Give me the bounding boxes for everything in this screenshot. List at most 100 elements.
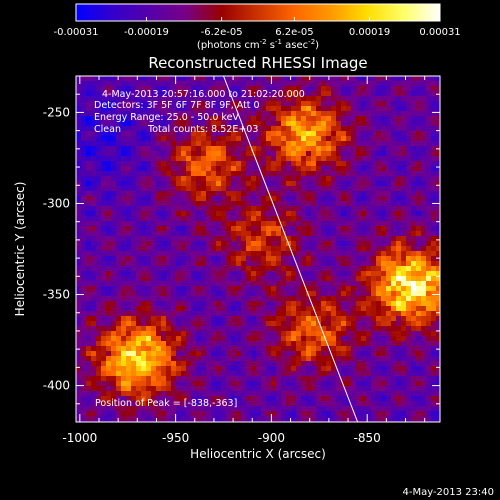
heatmap-cell: [376, 86, 382, 92]
heatmap-cell: [111, 101, 117, 107]
heatmap-cell: [256, 326, 262, 332]
heatmap-cell: [201, 86, 207, 92]
heatmap-cell: [416, 131, 422, 137]
heatmap-cell: [391, 131, 397, 137]
heatmap-cell: [371, 241, 377, 247]
heatmap-cell: [231, 176, 237, 182]
heatmap-cell: [206, 191, 212, 197]
heatmap-cell: [81, 406, 87, 412]
heatmap-cell: [396, 341, 402, 347]
heatmap-cell: [211, 156, 217, 162]
heatmap-cell: [356, 171, 362, 177]
heatmap-cell: [196, 276, 202, 282]
heatmap-cell: [221, 171, 227, 177]
heatmap-cell: [296, 111, 302, 117]
heatmap-cell: [236, 141, 242, 147]
heatmap-cell: [181, 371, 187, 377]
heatmap-cell: [106, 211, 112, 217]
heatmap-cell: [391, 256, 397, 262]
heatmap-cell: [76, 326, 82, 332]
heatmap-cell: [146, 406, 152, 412]
heatmap-cell: [416, 411, 422, 417]
heatmap-cell: [216, 186, 222, 192]
heatmap-cell: [311, 361, 317, 367]
heatmap-cell: [311, 176, 317, 182]
heatmap-cell: [126, 126, 132, 132]
heatmap-cell: [211, 176, 217, 182]
heatmap-cell: [131, 176, 137, 182]
heatmap-cell: [241, 196, 247, 202]
heatmap-cell: [306, 336, 312, 342]
heatmap-cell: [131, 281, 137, 287]
heatmap-cell: [306, 296, 312, 302]
heatmap-cell: [426, 351, 432, 357]
heatmap-cell: [226, 116, 232, 122]
heatmap-cell: [366, 111, 372, 117]
heatmap-cell: [211, 411, 217, 417]
heatmap-cell: [221, 161, 227, 167]
heatmap-cell: [401, 331, 407, 337]
heatmap-cell: [366, 316, 372, 322]
heatmap-cell: [151, 151, 157, 157]
heatmap-cell: [361, 281, 367, 287]
heatmap-cell: [151, 376, 157, 382]
heatmap-cell: [126, 91, 132, 97]
heatmap-cell: [416, 376, 422, 382]
heatmap-cell: [131, 396, 137, 402]
heatmap-cell: [141, 276, 147, 282]
heatmap-cell: [391, 191, 397, 197]
heatmap-cell: [386, 266, 392, 272]
heatmap-cell: [376, 146, 382, 152]
heatmap-cell: [221, 261, 227, 267]
heatmap-cell: [76, 416, 82, 422]
heatmap-cell: [166, 286, 172, 292]
heatmap-cell: [411, 206, 417, 212]
heatmap-cell: [221, 361, 227, 367]
heatmap-cell: [236, 376, 242, 382]
heatmap-cell: [286, 76, 292, 82]
heatmap-cell: [331, 166, 337, 172]
heatmap-cell: [346, 276, 352, 282]
heatmap-cell: [296, 301, 302, 307]
heatmap-cell: [321, 296, 327, 302]
heatmap-cell: [356, 326, 362, 332]
heatmap-cell: [276, 101, 282, 107]
heatmap-cell: [221, 376, 227, 382]
heatmap-cell: [376, 291, 382, 297]
heatmap-cell: [216, 91, 222, 97]
heatmap-cell: [421, 146, 427, 152]
heatmap-cell: [321, 111, 327, 117]
heatmap-cell: [206, 276, 212, 282]
heatmap-cell: [311, 401, 317, 407]
heatmap-cell: [336, 321, 342, 327]
heatmap-cell: [81, 116, 87, 122]
heatmap-cell: [206, 391, 212, 397]
heatmap-cell: [171, 286, 177, 292]
heatmap-cell: [321, 391, 327, 397]
heatmap-cell: [336, 401, 342, 407]
heatmap-cell: [251, 236, 257, 242]
heatmap-cell: [331, 161, 337, 167]
heatmap-cell: [156, 126, 162, 132]
heatmap-cell: [176, 281, 182, 287]
heatmap-cell: [131, 161, 137, 167]
heatmap-cell: [281, 106, 287, 112]
heatmap-cell: [206, 266, 212, 272]
heatmap-cell: [336, 366, 342, 372]
heatmap-cell: [156, 306, 162, 312]
heatmap-cell: [436, 306, 440, 312]
heatmap-cell: [216, 86, 222, 92]
heatmap-cell: [86, 321, 92, 327]
heatmap-cell: [181, 196, 187, 202]
heatmap-cell: [396, 81, 402, 87]
heatmap-cell: [381, 281, 387, 287]
heatmap-cell: [166, 336, 172, 342]
heatmap-cell: [331, 411, 337, 417]
heatmap-cell: [296, 216, 302, 222]
heatmap-cell: [301, 126, 307, 132]
heatmap-cell: [196, 91, 202, 97]
heatmap-cell: [201, 166, 207, 172]
heatmap-cell: [196, 251, 202, 257]
heatmap-cell: [336, 161, 342, 167]
heatmap-cell: [416, 121, 422, 127]
